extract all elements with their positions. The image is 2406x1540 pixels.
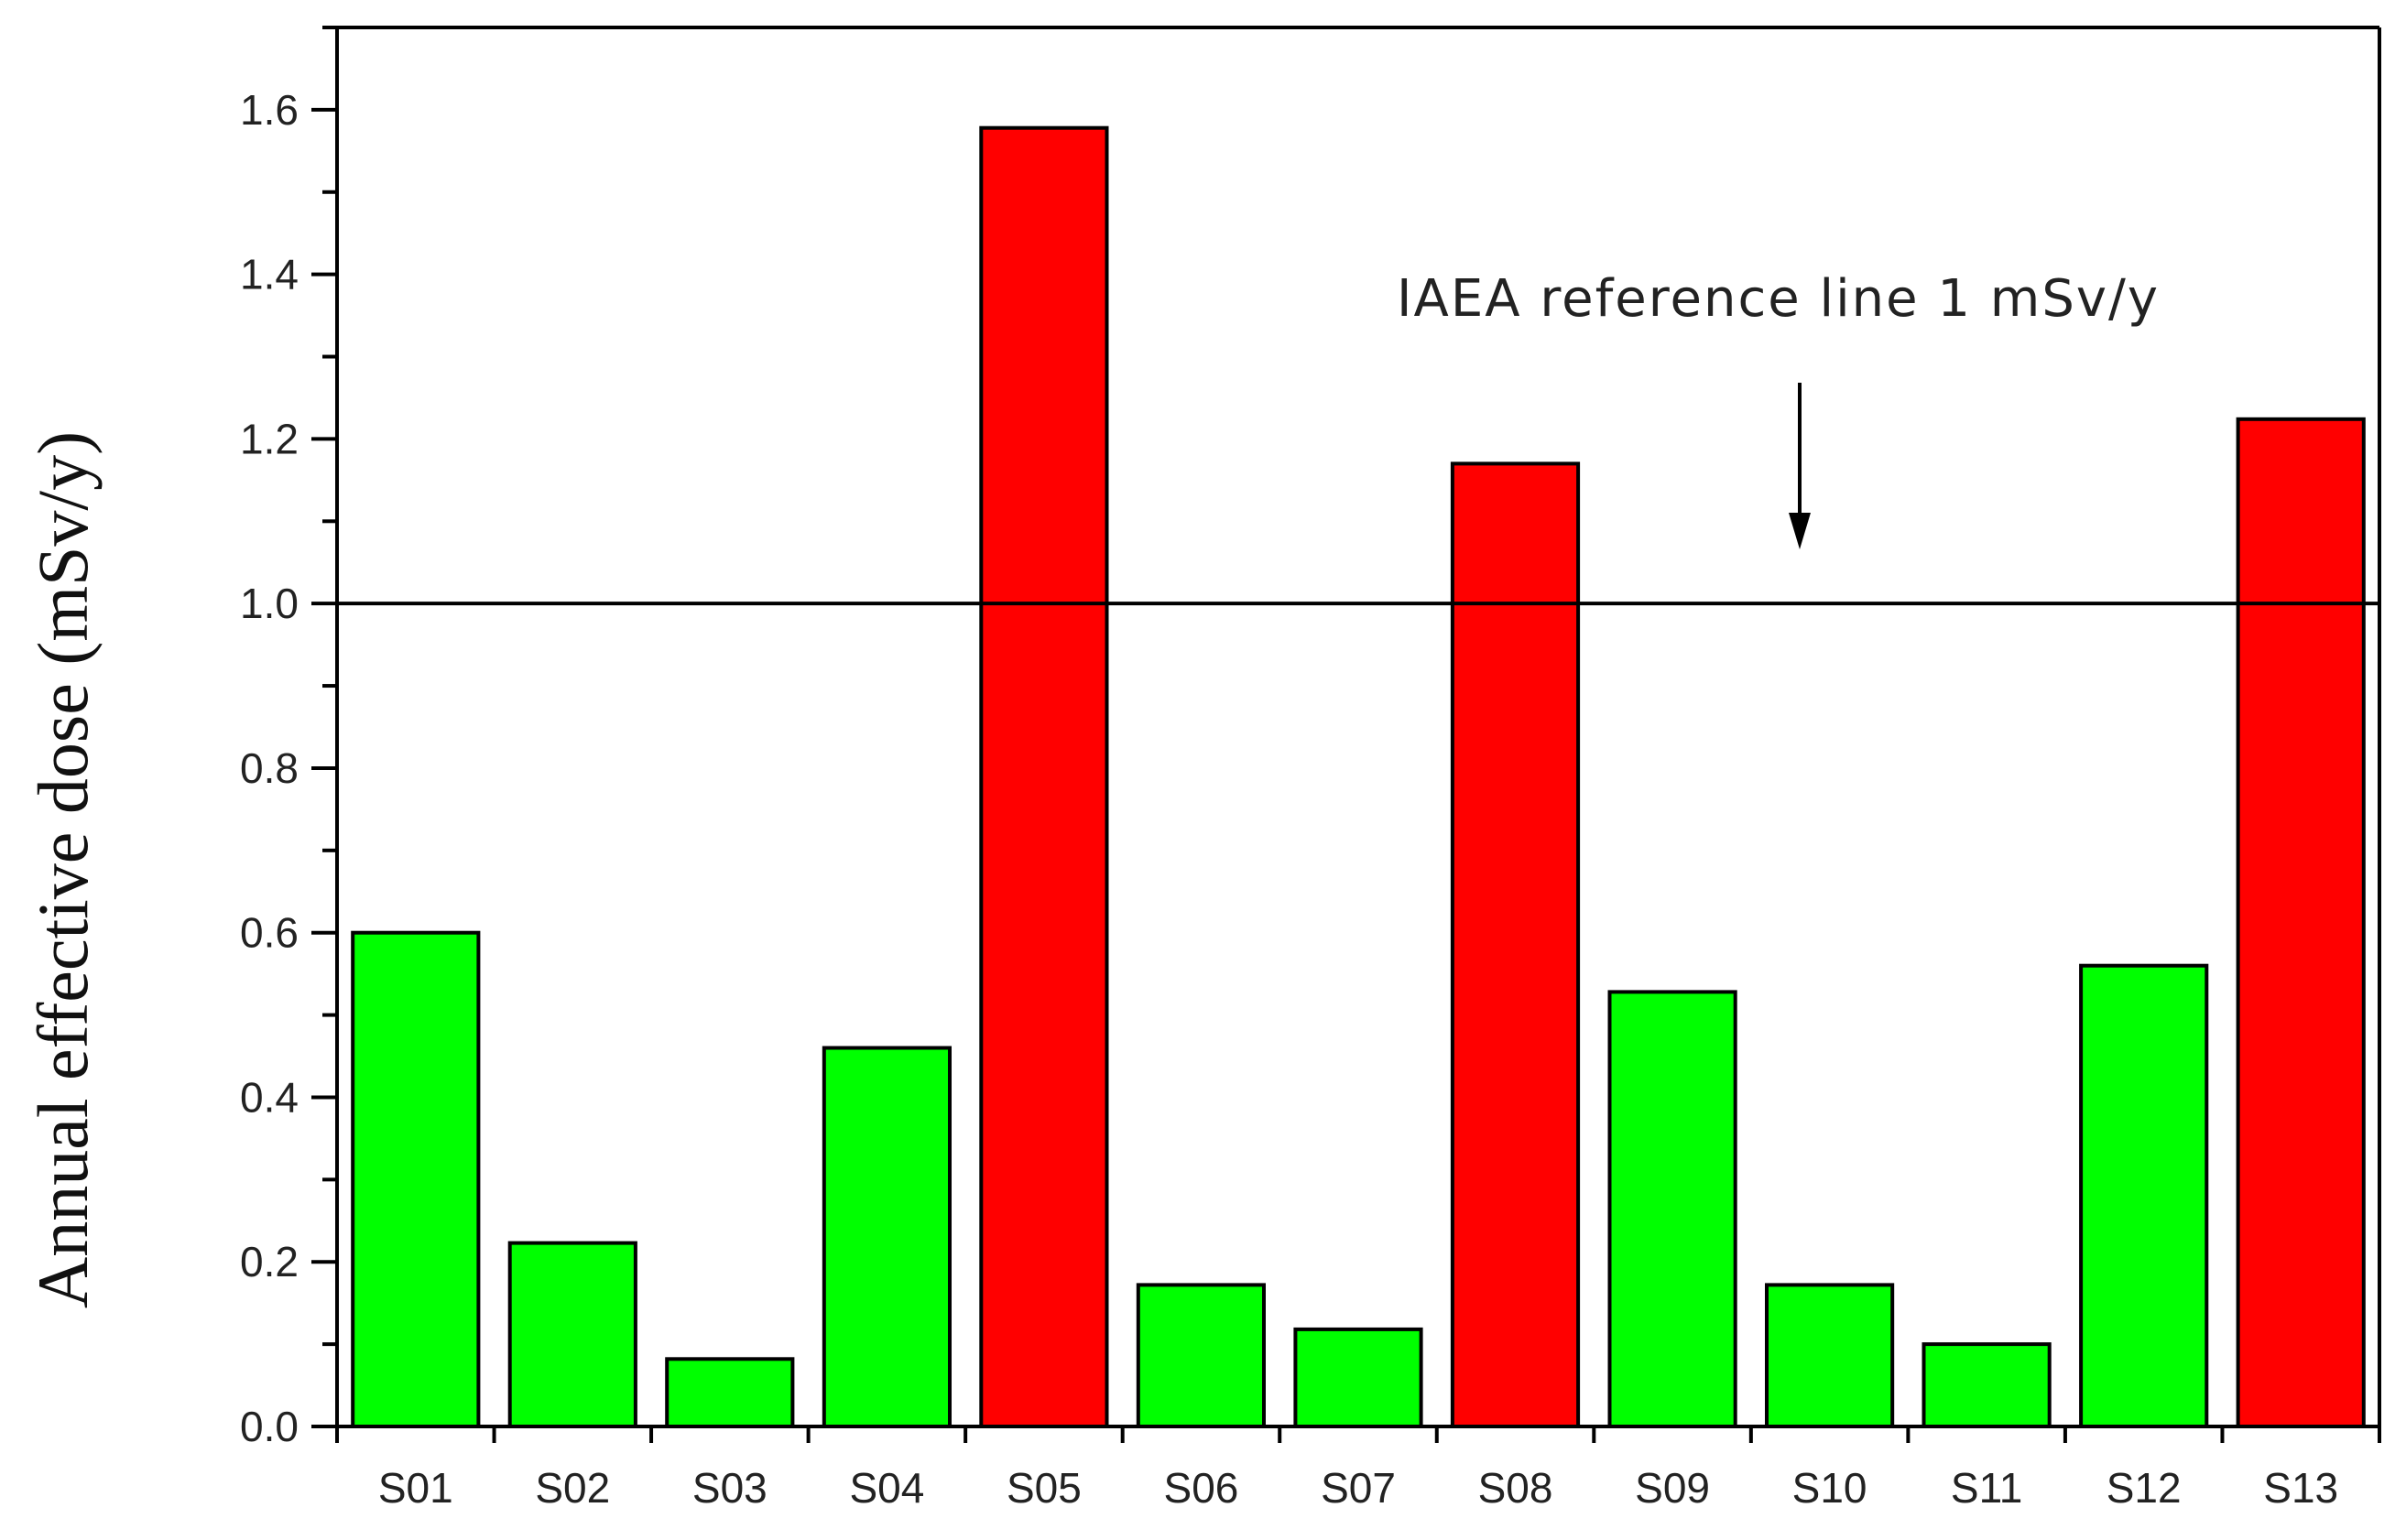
x-axis-ticks: S01 S02 S03 S04 S05 S06 S07 S08 S09 S10 S11 S12 S13 [335,1426,2381,1512]
x-tick-label-s07: S07 [1321,1464,1396,1512]
x-tick-label-s10: S10 [1792,1464,1867,1512]
x-tick-label-s06: S06 [1164,1464,1239,1512]
bar-s09 [1607,990,1737,1429]
y-tick-label: 0.6 [240,909,299,957]
x-tick-label-s03: S03 [692,1464,768,1512]
bar-s05 [979,125,1109,1429]
x-tick-label-s12: S12 [2107,1464,2182,1512]
y-axis-label: Annual effective dose (mSv/y) [23,431,103,1308]
x-tick-label-s08: S08 [1478,1464,1553,1512]
bar-s02 [507,1241,637,1428]
bar-s11 [1922,1342,2052,1428]
x-tick-label-s02: S02 [535,1464,610,1512]
bar-s10 [1765,1283,1895,1429]
axes-group [335,26,2381,1428]
x-tick-label-s04: S04 [849,1464,924,1512]
y-tick-label: 1.4 [240,251,299,298]
x-tick-label-s09: S09 [1635,1464,1710,1512]
reference-line-annotation: IAEA reference line 1 mSv/y [1397,269,2160,329]
annotation-arrow [1789,383,1811,549]
bar-s01 [351,930,481,1428]
y-axis-ticks: 0.0 0.2 0.4 0.6 0.8 1.0 1.2 1.4 1.6 [240,26,337,1450]
bar-s08 [1450,461,1581,1428]
y-tick-label: 0.4 [240,1073,299,1121]
y-tick-label: 0.2 [240,1238,299,1285]
bar-s12 [2079,963,2209,1428]
x-tick-label-s11: S11 [1951,1464,2022,1512]
y-tick-label: 0.0 [240,1403,299,1450]
y-tick-label: 1.2 [240,415,299,462]
annotation-arrow-head [1789,513,1811,549]
bar-s04 [822,1046,952,1428]
y-tick-label: 0.8 [240,744,299,792]
bar-s13 [2236,417,2366,1428]
x-tick-label-s01: S01 [378,1464,453,1512]
bar-s06 [1136,1283,1267,1429]
bar-group [351,125,2366,1429]
x-tick-label-s13: S13 [2263,1464,2338,1512]
y-tick-label: 1.0 [240,580,299,627]
bar-s03 [665,1357,795,1429]
bar-s07 [1293,1327,1423,1429]
x-tick-label-s05: S05 [1007,1464,1082,1512]
y-tick-label: 1.6 [240,86,299,134]
